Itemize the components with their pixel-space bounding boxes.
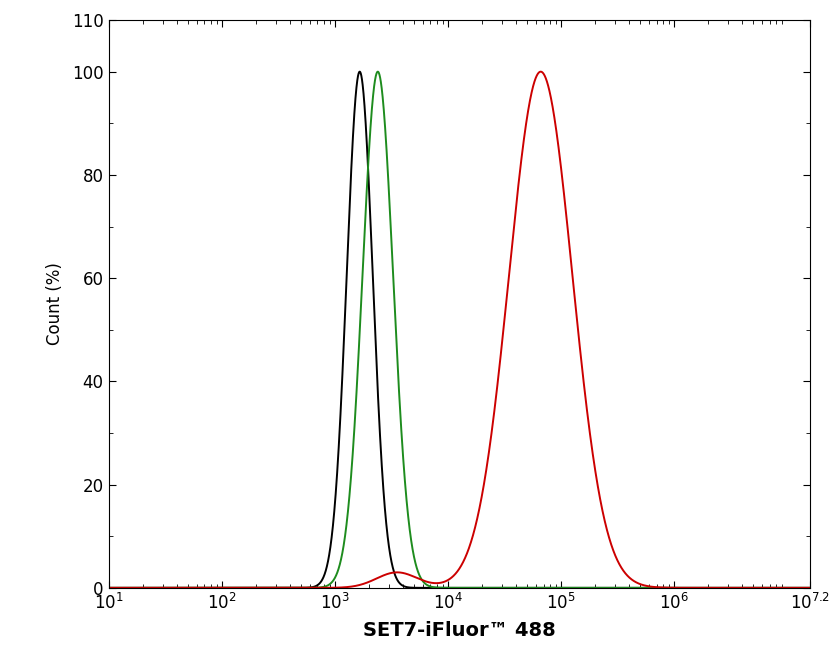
X-axis label: SET7-iFluor™ 488: SET7-iFluor™ 488 <box>363 621 555 640</box>
Y-axis label: Count (%): Count (%) <box>46 263 63 345</box>
